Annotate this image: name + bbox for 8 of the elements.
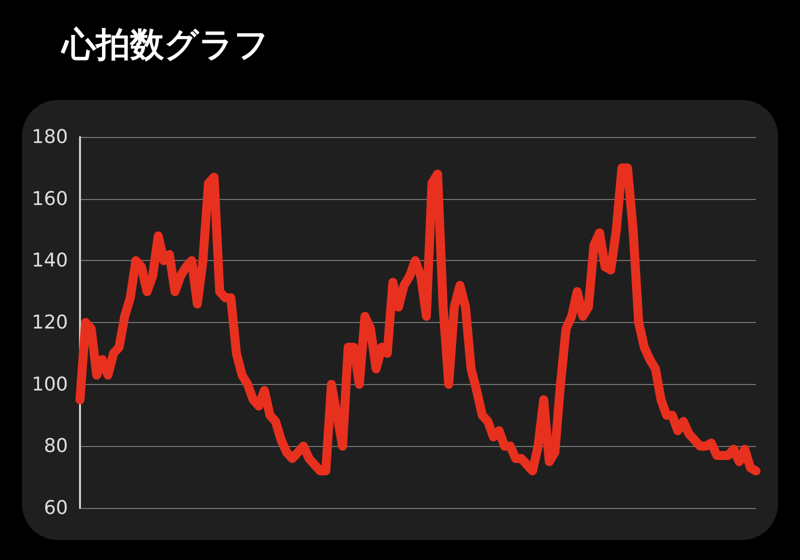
y-tick-label: 60 xyxy=(44,497,68,519)
y-tick-label: 140 xyxy=(32,250,68,272)
y-tick-label: 120 xyxy=(32,312,68,334)
y-tick-label: 80 xyxy=(44,435,68,458)
y-tick-label: 160 xyxy=(32,188,68,210)
chart-title: 心拍数グラフ xyxy=(62,24,269,67)
y-tick-label: 100 xyxy=(32,373,68,396)
y-tick-label: 180 xyxy=(32,126,68,148)
